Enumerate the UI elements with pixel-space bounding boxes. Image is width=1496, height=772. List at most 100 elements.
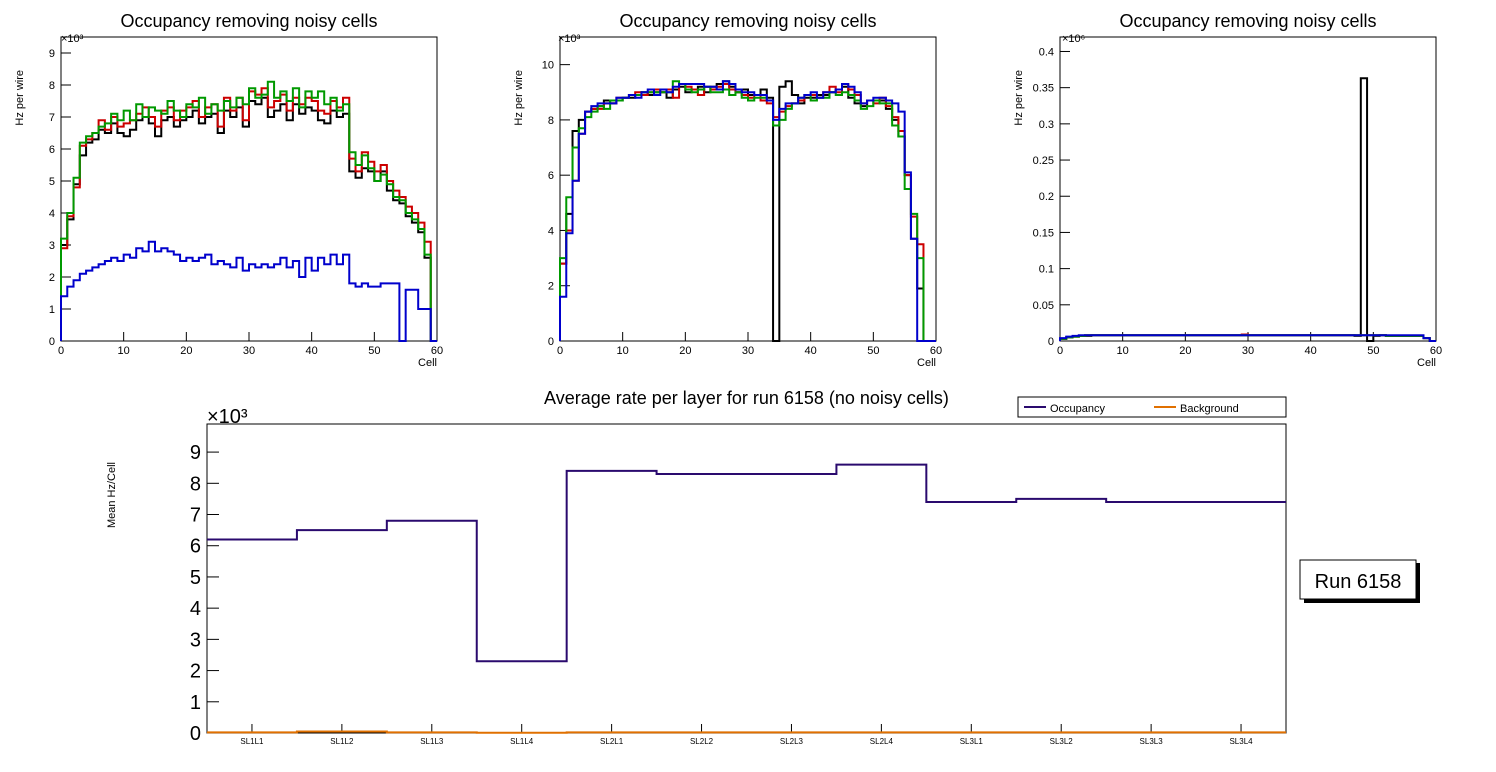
x-tick-label: 10 xyxy=(118,345,130,357)
y-tick-label: 6 xyxy=(49,144,55,156)
x-tick-label: 30 xyxy=(243,345,255,357)
plot-frame xyxy=(1059,36,1437,342)
x-tick-label: 0 xyxy=(58,345,64,357)
chart-title: Occupancy removing noisy cells xyxy=(120,11,377,31)
y-tick-label: 6 xyxy=(190,536,201,558)
run-label: Run 6158 xyxy=(1315,571,1402,593)
y-tick-label: 0 xyxy=(548,336,554,348)
x-category-label: SL2L4 xyxy=(870,737,894,746)
y-tick-label: 5 xyxy=(190,567,201,589)
x-tick-label: 40 xyxy=(805,345,817,357)
x-tick-label: 10 xyxy=(1117,345,1129,357)
y-tick-label: 0.15 xyxy=(1033,227,1054,239)
x-category-label: SL1L3 xyxy=(420,737,444,746)
y-tick-label: 0.2 xyxy=(1039,191,1054,203)
y-exponent-label: ×10³ xyxy=(558,33,581,45)
x-tick-label: 30 xyxy=(1242,345,1254,357)
chart-title: Average rate per layer for run 6158 (no … xyxy=(544,388,949,408)
y-tick-label: 0 xyxy=(190,723,201,745)
y-tick-label: 7 xyxy=(190,505,201,527)
y-tick-label: 5 xyxy=(49,176,55,188)
chart-panel-3: Occupancy removing noisy cells ×10⁶ 0 0.05 0… xyxy=(1013,11,1442,369)
y-axis-label: Hz per wire xyxy=(14,70,26,126)
x-category-label: SL1L1 xyxy=(240,737,264,746)
x-tick-label: 30 xyxy=(742,345,754,357)
chart-title: Occupancy removing noisy cells xyxy=(1119,11,1376,31)
x-tick-label: 10 xyxy=(617,345,629,357)
y-tick-label: 0.25 xyxy=(1033,155,1054,167)
y-tick-label: 2 xyxy=(190,661,201,683)
plot-frame xyxy=(206,423,1287,734)
x-tick-label: 50 xyxy=(867,345,879,357)
y-tick-label: 0.35 xyxy=(1033,83,1054,95)
series-line-layer-3 xyxy=(559,80,936,342)
legend-label-occupancy: Occupancy xyxy=(1050,403,1106,415)
x-category-label: SL2L2 xyxy=(690,737,714,746)
y-tick-label: 10 xyxy=(542,60,554,72)
chart-title: Occupancy removing noisy cells xyxy=(619,11,876,31)
x-tick-label: 60 xyxy=(431,345,443,357)
chart-panel-1: Occupancy removing noisy cells ×10³ 0 1 2 3 4 5… xyxy=(14,11,443,369)
legend-label-background: Background xyxy=(1180,403,1239,415)
run-label-frame xyxy=(1299,559,1417,600)
y-exponent-label: ×10³ xyxy=(61,33,84,45)
series-line-background xyxy=(207,730,1286,734)
x-tick-label: 20 xyxy=(180,345,192,357)
y-axis-label: Mean Hz/Cell xyxy=(106,462,118,528)
series-line-occupancy xyxy=(207,463,1286,663)
y-exponent-label: ×10³ xyxy=(207,406,248,428)
y-tick-label: 1 xyxy=(190,692,201,714)
x-tick-label: 20 xyxy=(1179,345,1191,357)
y-tick-label: 7 xyxy=(49,112,55,124)
series-line-layer-4 xyxy=(60,240,437,342)
x-category-label: SL3L4 xyxy=(1229,737,1253,746)
x-tick-label: 60 xyxy=(930,345,942,357)
y-tick-label: 2 xyxy=(49,272,55,284)
x-tick-label: 0 xyxy=(557,345,563,357)
x-category-label: SL3L1 xyxy=(960,737,984,746)
y-tick-label: 0 xyxy=(49,336,55,348)
y-tick-label: 1 xyxy=(49,304,55,316)
y-axis-label: Hz per wire xyxy=(513,70,525,126)
y-tick-label: 8 xyxy=(190,473,201,495)
series-line-layer-2 xyxy=(60,87,437,342)
y-tick-label: 6 xyxy=(548,170,554,182)
x-category-label: SL2L1 xyxy=(600,737,624,746)
chart-panel-2: Occupancy removing noisy cells ×10³ 0 2 4 6 8 1… xyxy=(513,11,942,369)
x-category-label: SL1L4 xyxy=(510,737,534,746)
y-tick-label: 4 xyxy=(49,208,55,220)
series-line-layer-3 xyxy=(60,80,437,342)
x-axis-label: Cell xyxy=(1417,357,1436,369)
series-line-layer-1 xyxy=(60,96,437,342)
x-tick-label: 40 xyxy=(306,345,318,357)
y-exponent-label: ×10⁶ xyxy=(1062,33,1085,45)
x-tick-label: 50 xyxy=(368,345,380,357)
y-tick-label: 8 xyxy=(548,115,554,127)
y-axis-label: Hz per wire xyxy=(1013,70,1025,126)
y-tick-label: 8 xyxy=(49,80,55,92)
y-tick-label: 0.05 xyxy=(1033,300,1054,312)
legend: Occupancy Background xyxy=(1017,396,1287,418)
y-tick-label: 3 xyxy=(49,240,55,252)
legend-box xyxy=(1017,396,1287,418)
x-tick-label: 20 xyxy=(679,345,691,357)
x-axis-label: Cell xyxy=(418,357,437,369)
series-line-layer-1 xyxy=(1059,77,1436,342)
plot-frame xyxy=(559,36,937,342)
x-category-label: SL3L2 xyxy=(1050,737,1074,746)
x-tick-label: 60 xyxy=(1430,345,1442,357)
y-tick-label: 0.4 xyxy=(1039,46,1054,58)
y-tick-label: 9 xyxy=(190,442,201,464)
y-tick-label: 4 xyxy=(548,225,554,237)
x-category-label: SL1L2 xyxy=(330,737,354,746)
series-line-layer-2 xyxy=(559,82,936,342)
y-tick-label: 9 xyxy=(49,48,55,60)
x-tick-label: 0 xyxy=(1057,345,1063,357)
run-label-box: Run 6158 xyxy=(1299,559,1420,603)
series-line-layer-1 xyxy=(559,80,936,342)
x-category-label: SL2L3 xyxy=(780,737,804,746)
y-tick-label: 0.3 xyxy=(1039,119,1054,131)
plot-frame xyxy=(60,36,438,342)
x-tick-label: 50 xyxy=(1367,345,1379,357)
